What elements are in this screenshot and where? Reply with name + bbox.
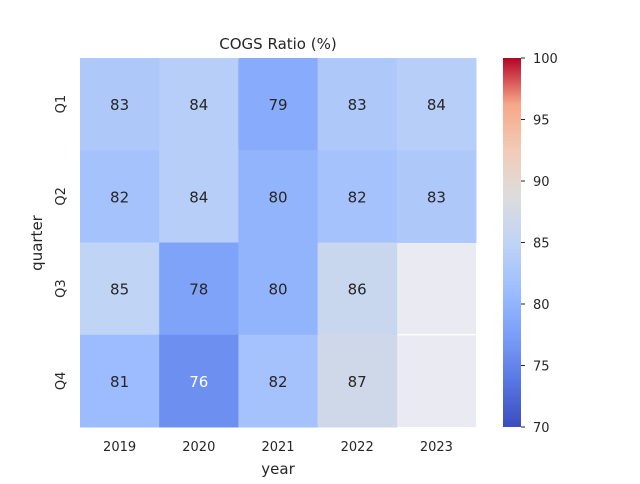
y-axis-ticks: Q1 Q2 Q3 Q4 — [54, 95, 69, 390]
heatmap-cell — [159, 150, 239, 243]
chart-title: COGS Ratio (%) — [219, 35, 336, 53]
cell-label: 86 — [348, 281, 367, 299]
colorbar-tick-label: 90 — [533, 175, 550, 190]
heatmap-cell — [238, 334, 319, 428]
cell-label: 81 — [110, 373, 129, 391]
colorbar-tick-label: 100 — [533, 52, 558, 67]
cell-label: 78 — [189, 281, 208, 299]
plot-area: 83 84 79 83 84 82 84 80 82 83 85 78 80 86 81 76 82 87 — [80, 58, 477, 428]
heatmap-cell — [317, 242, 398, 336]
heatmap-cell — [80, 58, 160, 151]
x-axis-label: year — [261, 460, 295, 478]
x-tick-label: 2022 — [341, 440, 374, 455]
heatmap-cell — [317, 150, 398, 243]
x-tick-label: 2023 — [420, 440, 453, 455]
heatmap-cell — [396, 58, 477, 151]
heatmap-cell — [159, 58, 239, 151]
heatmap-cell — [317, 58, 398, 151]
heatmap-cell — [317, 334, 398, 428]
cell-label: 84 — [189, 96, 208, 114]
heatmap-cell — [238, 58, 319, 151]
cell-label: 80 — [268, 188, 287, 206]
colorbar-tick-label: 75 — [533, 360, 550, 375]
heatmap-cell — [238, 150, 319, 243]
y-tick-label: Q4 — [54, 372, 69, 391]
cell-label: 82 — [110, 188, 129, 206]
heatmap-cell — [396, 150, 477, 243]
x-tick-label: 2021 — [261, 440, 294, 455]
heatmap-cell — [80, 242, 160, 336]
cell-label: 76 — [189, 373, 208, 391]
colorbar-ticks: 70 75 80 85 90 95 100 — [521, 52, 558, 436]
x-axis-ticks: 2019 2020 2021 2022 2023 — [103, 440, 453, 455]
y-tick-label: Q3 — [54, 279, 69, 298]
cell-label: 83 — [110, 96, 129, 114]
cell-label: 83 — [348, 96, 367, 114]
colorbar-tick-label: 95 — [533, 114, 550, 129]
heatmap-cell — [238, 242, 319, 336]
heatmap-cell — [80, 334, 160, 428]
heatmap-cell — [159, 242, 239, 336]
colorbar-tick-label: 70 — [533, 421, 550, 436]
y-tick-label: Q1 — [54, 95, 69, 114]
colorbar-tick-label: 80 — [533, 298, 550, 313]
heatmap-cell — [159, 334, 239, 428]
cell-label: 85 — [110, 281, 129, 299]
y-axis-label: quarter — [28, 214, 46, 270]
cell-label: 82 — [268, 373, 287, 391]
cell-label: 84 — [189, 188, 208, 206]
x-tick-label: 2020 — [182, 440, 215, 455]
cell-label: 80 — [268, 281, 287, 299]
cell-label: 84 — [427, 96, 446, 114]
cell-label: 83 — [427, 188, 446, 206]
cell-label: 79 — [268, 96, 287, 114]
colorbar-tick-label: 85 — [533, 237, 550, 252]
heatmap-cell — [80, 150, 160, 243]
cell-label: 87 — [348, 373, 367, 391]
x-tick-label: 2019 — [103, 440, 136, 455]
cell-label: 82 — [348, 188, 367, 206]
colorbar — [503, 58, 521, 427]
y-tick-label: Q2 — [54, 187, 69, 206]
